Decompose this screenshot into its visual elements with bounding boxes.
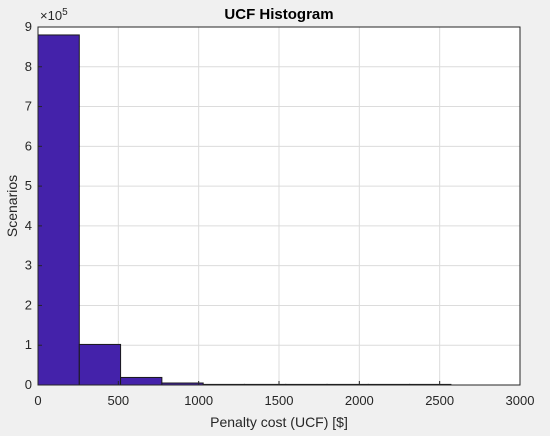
histogram-bar bbox=[37, 34, 80, 386]
histogram-bar bbox=[78, 343, 122, 386]
chart-title: UCF Histogram bbox=[224, 6, 333, 23]
y-axis-label: Scenarios bbox=[4, 175, 20, 237]
y-exponent-power: 5 bbox=[62, 7, 68, 18]
x-tick-label: 3000 bbox=[506, 393, 535, 408]
x-tick-label: 2000 bbox=[345, 393, 374, 408]
x-tick-label: 500 bbox=[107, 393, 129, 408]
x-axis-ticks: 0 500 1000 1500 2000 2500 3000 bbox=[34, 381, 534, 408]
y-tick-label: 5 bbox=[25, 178, 32, 193]
x-tick-label: 1000 bbox=[184, 393, 213, 408]
y-tick-label: 3 bbox=[25, 258, 32, 273]
y-exponent-base: ×10 bbox=[40, 8, 62, 23]
y-tick-label: 2 bbox=[25, 297, 32, 312]
y-axis-ticks: 0 1 2 3 4 5 6 7 8 9 bbox=[25, 19, 42, 392]
x-tick-label: 0 bbox=[34, 393, 41, 408]
x-tick-label: 1500 bbox=[265, 393, 294, 408]
y-tick-label: 0 bbox=[25, 377, 32, 392]
y-exponent-label: ×105 bbox=[40, 7, 68, 23]
y-tick-label: 1 bbox=[25, 337, 32, 352]
y-tick-label: 6 bbox=[25, 138, 32, 153]
y-tick-label: 9 bbox=[25, 19, 32, 34]
histogram-bar bbox=[120, 376, 163, 386]
y-tick-label: 8 bbox=[25, 59, 32, 74]
x-tick-label: 2500 bbox=[425, 393, 454, 408]
y-tick-label: 7 bbox=[25, 99, 32, 114]
y-tick-label: 4 bbox=[25, 218, 32, 233]
x-axis-label: Penalty cost (UCF) [$] bbox=[210, 414, 348, 430]
